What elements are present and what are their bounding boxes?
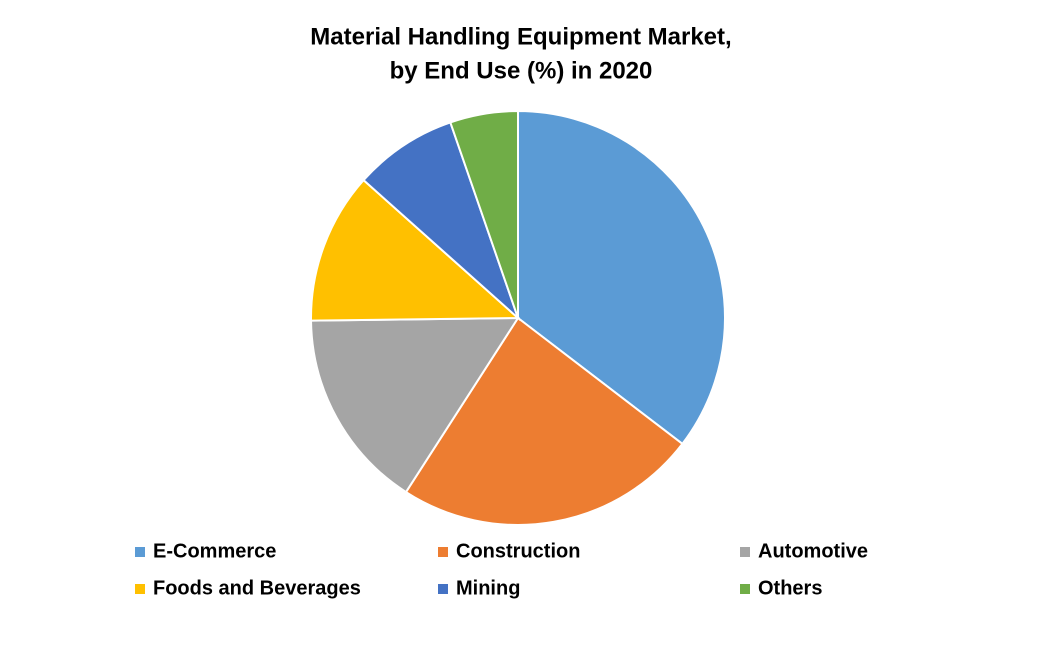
legend-label: Mining — [456, 577, 520, 599]
legend-swatch — [438, 547, 448, 557]
pie-slice — [404, 316, 684, 526]
legend-label: Construction — [456, 540, 580, 562]
pie-slice — [362, 121, 521, 322]
legend-swatch — [740, 584, 750, 594]
legend-swatch — [438, 584, 448, 594]
legend-label: Automotive — [758, 540, 868, 562]
legend-label: Foods and Beverages — [153, 577, 361, 599]
legend-label: Others — [758, 577, 822, 599]
chart-title: Material Handling Equipment Market, — [310, 23, 731, 50]
chart-title: by End Use (%) in 2020 — [390, 57, 653, 84]
pie-slice — [517, 109, 726, 446]
legend-swatch — [740, 547, 750, 557]
legend-label: E-Commerce — [153, 540, 276, 562]
legend-swatch — [135, 547, 145, 557]
legend-swatch — [135, 584, 145, 594]
pie-slice — [310, 178, 521, 322]
pie-slice — [310, 316, 520, 494]
pie-slice — [449, 109, 519, 319]
